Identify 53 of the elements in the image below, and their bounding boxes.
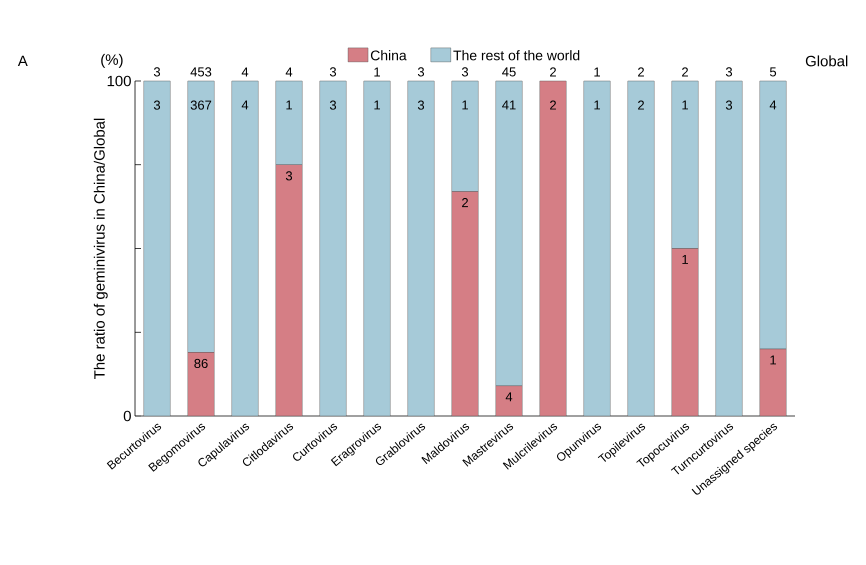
legend-label: The rest of the world	[453, 50, 580, 60]
y-tick-label: 0	[124, 410, 131, 422]
annotation: 5	[770, 67, 776, 76]
annotation: 3	[286, 171, 292, 180]
annotation: 3	[418, 100, 424, 110]
annotation: 1	[286, 100, 292, 110]
annotation: 3	[726, 67, 732, 76]
annotation: 2	[682, 67, 688, 76]
bar	[628, 80, 654, 416]
annotation: 3	[462, 67, 468, 76]
annotation: 1	[682, 100, 688, 110]
annotation: 453	[190, 67, 212, 76]
annotation: 45	[502, 67, 516, 76]
bar	[408, 80, 434, 416]
bar	[320, 80, 346, 416]
annotation: 1	[682, 255, 688, 264]
annotation: 4	[770, 100, 776, 110]
legend-label: China	[370, 50, 407, 60]
annotation: 1	[594, 100, 600, 110]
annotation: 2	[462, 198, 468, 208]
annotation: 4	[242, 100, 248, 110]
y-axis-title: The ratio of geminivirus in China/Global	[94, 118, 108, 379]
annotation: 2	[550, 100, 556, 110]
annotation: 3	[330, 100, 336, 110]
annotation: 1	[594, 68, 600, 76]
text: A	[18, 56, 28, 66]
text: Global	[806, 55, 848, 66]
annotation: 3	[726, 100, 732, 110]
bar	[540, 80, 566, 416]
annotation: 2	[638, 67, 644, 76]
annotation: 3	[418, 67, 424, 76]
annotation: 41	[502, 100, 516, 110]
bar	[144, 80, 170, 416]
annotation: 3	[330, 67, 336, 76]
annotation: 3	[154, 100, 160, 110]
annotation: 367	[190, 100, 212, 110]
annotation: 2	[638, 100, 644, 110]
annotation: 86	[194, 358, 208, 368]
y-tick-label: 100	[108, 76, 131, 86]
annotation: 3	[154, 67, 160, 76]
text: (%)	[101, 54, 123, 68]
annotation: 1	[462, 100, 468, 110]
annotation: 1	[374, 68, 380, 76]
annotation: 4	[286, 68, 292, 76]
bar	[364, 80, 390, 416]
annotation: 1	[374, 100, 380, 110]
bar	[232, 80, 258, 416]
annotation: 4	[506, 392, 512, 402]
bar	[716, 80, 742, 416]
annotation: 2	[550, 67, 556, 76]
annotation: 1	[770, 356, 776, 364]
annotation: 4	[242, 68, 248, 76]
bar	[584, 80, 610, 416]
